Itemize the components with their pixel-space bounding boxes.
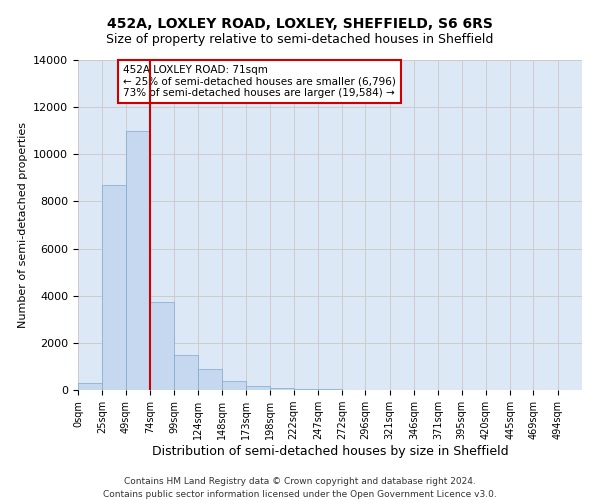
X-axis label: Distribution of semi-detached houses by size in Sheffield: Distribution of semi-detached houses by … — [152, 445, 508, 458]
Bar — [174, 354, 199, 390]
Bar — [293, 389, 318, 390]
Bar — [270, 388, 293, 390]
Text: Contains public sector information licensed under the Open Government Licence v3: Contains public sector information licen… — [103, 490, 497, 499]
Bar — [222, 381, 246, 390]
Text: Size of property relative to semi-detached houses in Sheffield: Size of property relative to semi-detach… — [106, 32, 494, 46]
Bar — [199, 369, 222, 390]
Bar — [102, 185, 125, 390]
Bar — [150, 302, 174, 390]
Text: Contains HM Land Registry data © Crown copyright and database right 2024.: Contains HM Land Registry data © Crown c… — [124, 478, 476, 486]
Text: 452A LOXLEY ROAD: 71sqm
← 25% of semi-detached houses are smaller (6,796)
73% of: 452A LOXLEY ROAD: 71sqm ← 25% of semi-de… — [124, 65, 396, 98]
Bar — [246, 386, 270, 390]
Bar — [78, 383, 102, 390]
Y-axis label: Number of semi-detached properties: Number of semi-detached properties — [17, 122, 28, 328]
Bar — [125, 130, 150, 390]
Text: 452A, LOXLEY ROAD, LOXLEY, SHEFFIELD, S6 6RS: 452A, LOXLEY ROAD, LOXLEY, SHEFFIELD, S6… — [107, 18, 493, 32]
